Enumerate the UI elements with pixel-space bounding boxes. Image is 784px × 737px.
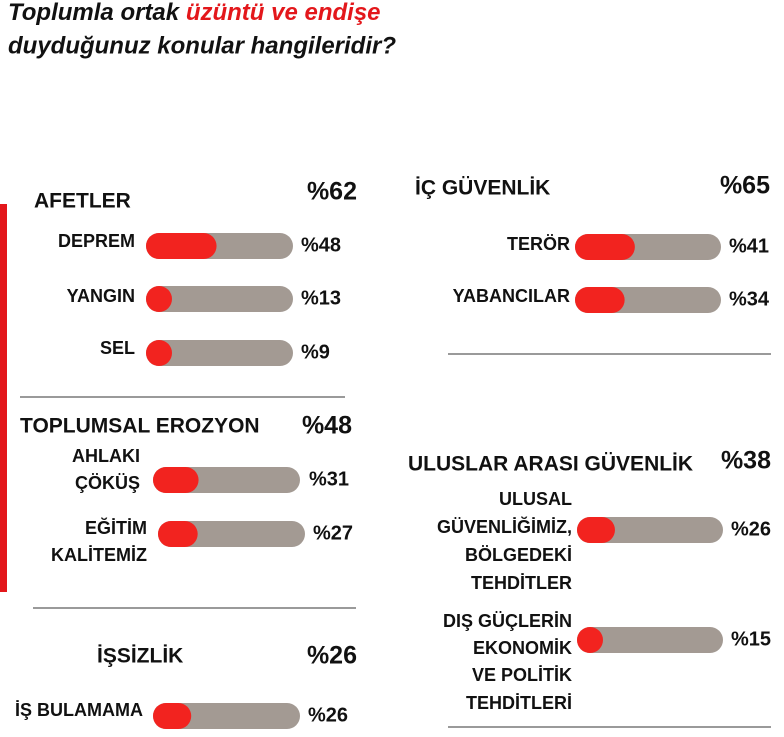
item-label: EĞİTİM [85,517,147,538]
item-label: İŞ BULAMAMA [15,700,143,720]
title-highlight: üzüntü ve endişe [186,0,381,26]
group-total: %38 [721,447,771,475]
item-label: VE POLİTİK [472,665,572,685]
value-label: %48 [301,234,341,256]
group-title: TOPLUMSAL EROZYON [20,415,260,438]
item-label: YANGIN [67,286,135,306]
bar-fill [146,233,217,259]
item-label: EKONOMİK [473,638,572,658]
bar-fill [158,521,198,547]
title-line-1: Toplumla ortak üzüntü ve endişe [8,0,381,26]
group-title: İŞSİZLİK [97,645,183,668]
bar-fill [577,517,615,543]
bar-track [153,703,300,729]
item-label: SEL [100,338,135,358]
bar-fill [577,627,603,653]
item-label: DEPREM [58,231,135,251]
item-label: DIŞ GÜÇLERİN [443,611,572,631]
bar-fill [153,703,192,729]
group-total: %48 [302,412,352,440]
group-title: AFETLER [34,190,131,213]
value-label: %15 [731,628,771,650]
item-label: TERÖR [507,234,570,254]
item-label: GÜVENLİĞİMİZ, [437,516,572,537]
bar-track [146,340,293,366]
bar-track [146,286,293,312]
item-label: ÇÖKÜŞ [75,473,140,493]
value-label: %34 [729,288,770,310]
bar-track [577,627,723,653]
item-label: YABANCILAR [453,286,570,306]
group-total: %62 [307,178,357,206]
value-label: %41 [729,235,769,257]
group-total: %26 [307,642,357,670]
title-line-2: duyduğunuz konular hangileridir? [8,32,396,59]
group-total: %65 [720,172,770,200]
value-label: %26 [731,518,771,540]
value-label: %13 [301,287,341,309]
group-title: ULUSLAR ARASI GÜVENLİK [408,453,693,476]
bar-fill [146,340,172,366]
value-label: %9 [301,341,330,363]
accent-bar [0,204,7,592]
item-label: KALİTEMİZ [51,545,147,565]
bar-fill [575,234,635,260]
item-label: AHLAKI [72,446,140,466]
item-label: TEHDİTLER [471,573,572,593]
item-label: TEHDİTLERİ [466,693,572,713]
group-title: İÇ GÜVENLİK [415,177,550,200]
bar-track [577,517,723,543]
bar-fill [153,467,199,493]
item-label: BÖLGEDEKİ [465,545,572,565]
item-label: ULUSAL [499,489,572,509]
value-label: %26 [308,704,348,726]
value-label: %27 [313,522,353,544]
bar-fill [146,286,172,312]
bar-fill [575,287,625,313]
title-start: Toplumla ortak [8,0,181,26]
value-label: %31 [309,468,349,490]
